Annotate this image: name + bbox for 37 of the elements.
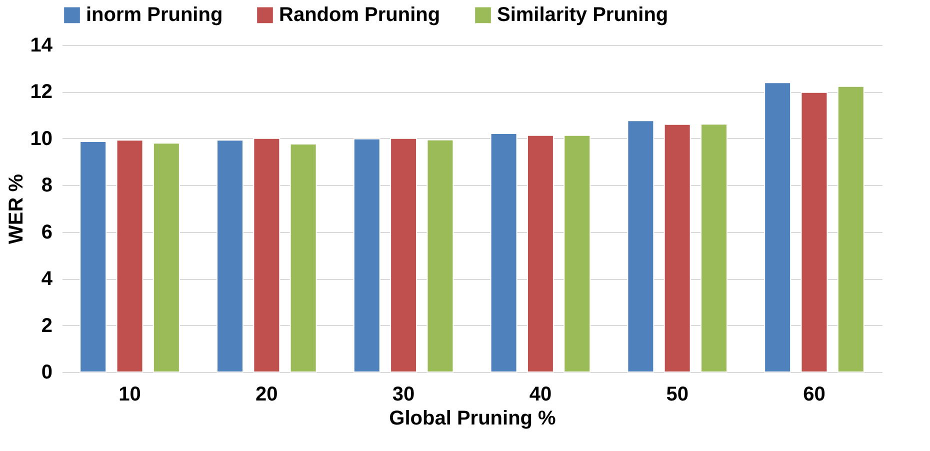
- bar: [564, 134, 591, 372]
- y-tick-label: 10: [30, 128, 52, 150]
- y-axis-title: WER %: [5, 174, 28, 244]
- y-tick-label: 8: [41, 174, 52, 197]
- x-axis-title: Global Pruning %: [389, 408, 556, 430]
- x-tick-label: 50: [666, 384, 688, 406]
- bar: [390, 138, 418, 372]
- bar: [353, 138, 380, 372]
- bar: [490, 133, 518, 372]
- y-tick-label: 2: [41, 314, 52, 337]
- bar: [290, 144, 317, 372]
- bar: [216, 140, 244, 372]
- bar: [700, 124, 728, 372]
- y-tick-label: 6: [41, 221, 52, 244]
- y-tick-label: 14: [30, 34, 54, 56]
- y-tick-label: 12: [30, 81, 52, 104]
- x-tick-label: 30: [392, 384, 415, 406]
- bar: [800, 92, 828, 372]
- bar: [526, 134, 554, 372]
- bar: [764, 82, 792, 372]
- x-tick-label: 20: [256, 384, 278, 406]
- x-tick-label: 10: [118, 384, 141, 406]
- legend-label: Similarity Pruning: [497, 4, 668, 26]
- legend-label: inorm Pruning: [86, 4, 223, 26]
- bar: [627, 120, 654, 372]
- x-tick-label: 40: [529, 384, 552, 406]
- legend-label: Random Pruning: [279, 4, 440, 26]
- bar: [426, 139, 454, 372]
- y-tick-label: 4: [41, 268, 54, 290]
- bar: [837, 86, 864, 372]
- bar: [116, 140, 144, 372]
- x-tick-label: 60: [803, 384, 826, 406]
- bar: [80, 140, 107, 372]
- bar: [152, 142, 180, 372]
- bar: [253, 138, 280, 372]
- y-tick-label: 0: [41, 362, 52, 384]
- bar: [664, 124, 691, 372]
